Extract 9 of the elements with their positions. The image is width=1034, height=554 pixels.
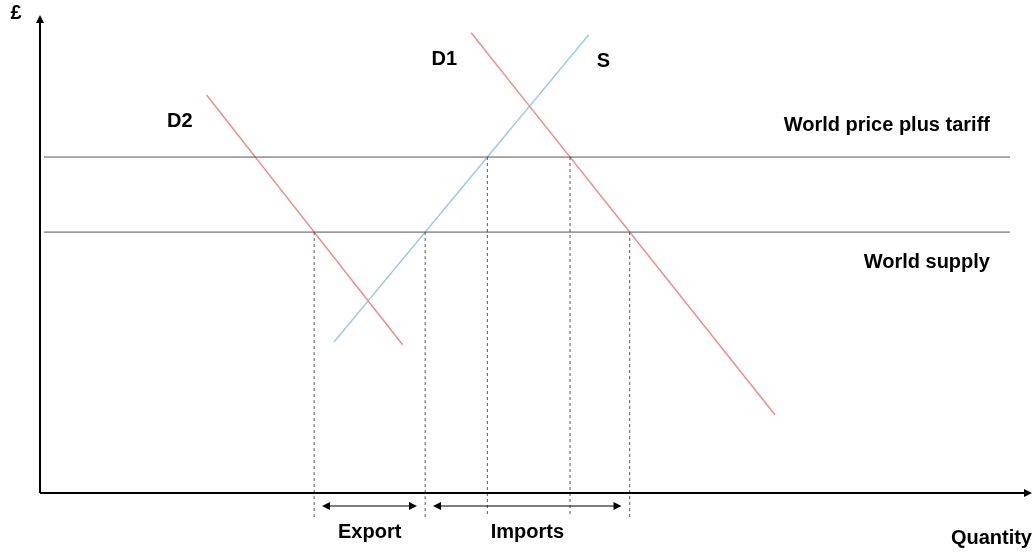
ref-line-label: World supply	[863, 249, 991, 272]
x-axis-title: Quantity	[950, 525, 1033, 548]
series-label: D1	[431, 47, 458, 70]
y-axis-title: £	[10, 0, 22, 23]
series-label: D2	[167, 109, 193, 132]
series-label: S	[596, 49, 611, 72]
text: Imports	[489, 520, 566, 543]
text: Export	[337, 520, 403, 543]
ref-line-label: World price plus tariff	[783, 112, 991, 135]
